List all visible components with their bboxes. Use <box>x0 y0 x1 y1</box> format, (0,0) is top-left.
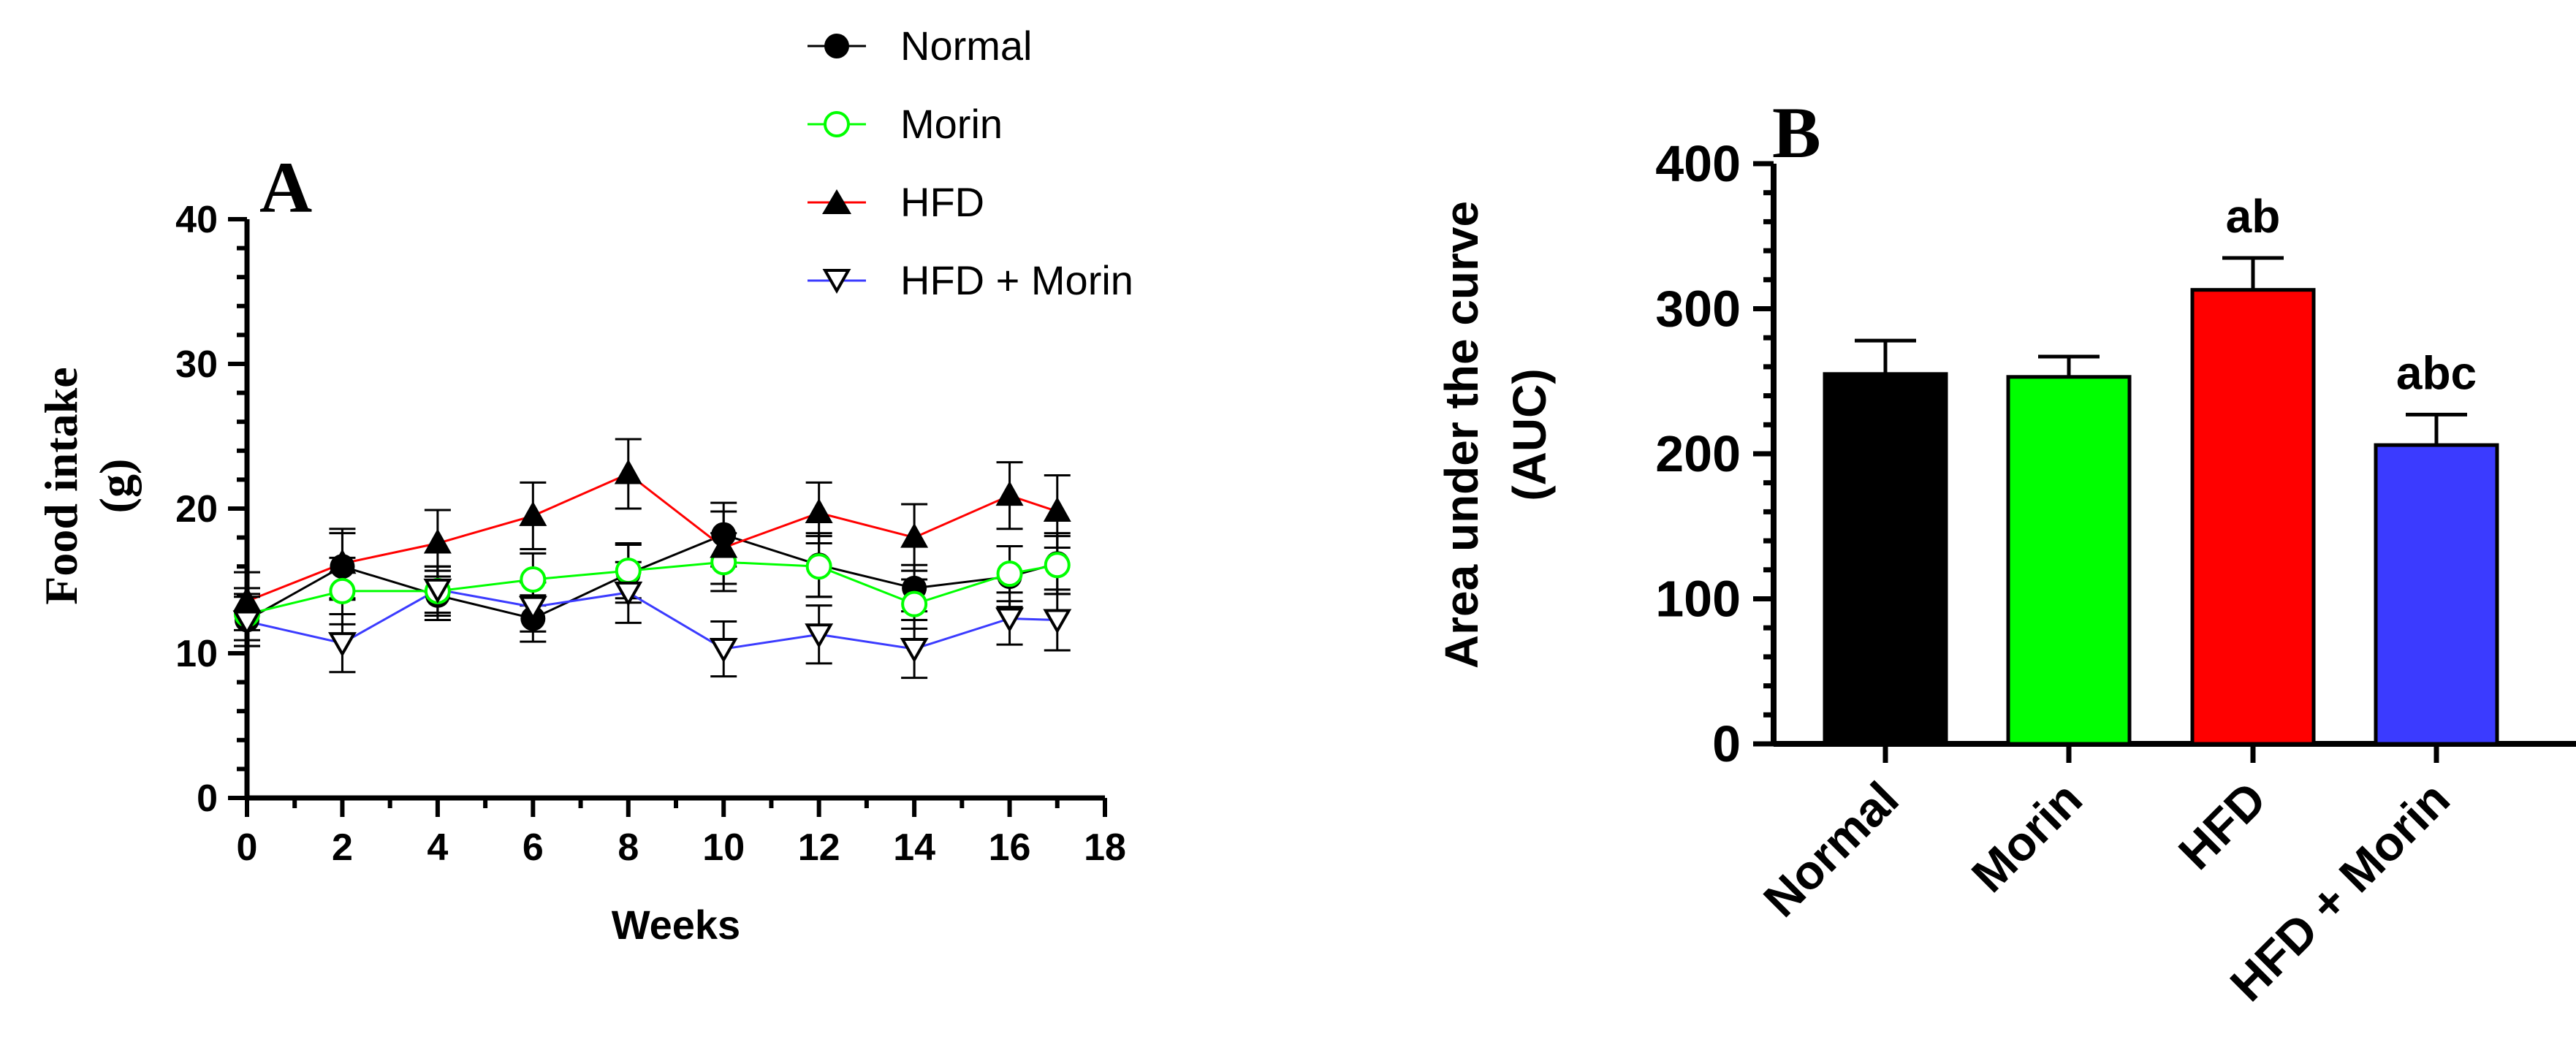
legend-label-normal: Normal <box>900 23 1032 69</box>
data-point-morin <box>901 590 928 617</box>
data-point-hfd <box>805 498 833 523</box>
data-point-morin <box>615 558 642 585</box>
data-point-hfd-morin <box>327 632 357 658</box>
x-tick-label: 10 <box>702 826 745 869</box>
y-axis-label-b-line-1: Area under the curve <box>1435 201 1488 669</box>
y-tick-label-b: 100 <box>1655 571 1741 628</box>
x-tick-label: 0 <box>237 826 258 869</box>
y-axis-label-line-1: Food intake <box>35 367 87 604</box>
y-tick-label-b: 400 <box>1655 135 1741 192</box>
data-point-hfd-morin <box>709 638 738 663</box>
legend-marker-morin <box>824 111 850 137</box>
y-tick-label-b: 300 <box>1655 281 1741 338</box>
series-a <box>232 438 1072 680</box>
data-point-hfd <box>900 522 929 548</box>
category-label-morin: Morin <box>1961 772 2092 902</box>
legend: Normal Morin HFD HFD + Morin <box>808 23 1133 303</box>
category-label-normal: Normal <box>1753 772 1909 927</box>
x-tick-label: 8 <box>618 826 639 869</box>
data-point-morin <box>996 560 1023 587</box>
series-line-morin <box>246 560 1058 615</box>
data-point-hfd <box>710 533 738 558</box>
data-point-morin <box>805 553 832 580</box>
data-point-hfd-morin <box>805 623 834 649</box>
data-point-hfd-morin <box>232 610 262 636</box>
x-tick-label: 14 <box>893 826 935 869</box>
bar-hfd-morin <box>2374 443 2499 746</box>
panel-label-b: B <box>1772 92 1821 173</box>
legend-item-normal: Normal <box>808 23 1032 69</box>
x-tick-label: 2 <box>332 826 353 869</box>
data-point-hfd-morin <box>423 578 452 604</box>
axes-a: 0 2 4 6 8 10 12 14 16 18 0 10 20 30 40 <box>175 199 1126 869</box>
series-line-hfd <box>246 472 1058 603</box>
data-point-hfd <box>233 586 261 612</box>
x-tick-label: 12 <box>798 826 840 869</box>
legend-label-morin: Morin <box>900 101 1003 147</box>
data-point-hfd-morin <box>995 607 1025 633</box>
y-tick-label-b: 200 <box>1655 425 1741 482</box>
data-point-hfd-morin <box>900 638 929 663</box>
y-tick-label-b: 0 <box>1712 715 1741 772</box>
food-intake-line-chart: A Food intake (g) Weeks 0 2 4 6 8 10 12 14 16 180… <box>35 23 1133 948</box>
data-point-hfd-morin <box>614 581 643 606</box>
data-point-morin <box>1044 552 1071 579</box>
y-tick-label: 10 <box>175 633 218 675</box>
series-line-hfd-morin <box>246 588 1057 650</box>
legend-marker-hfd-morin <box>822 269 851 294</box>
data-point-morin <box>329 577 356 604</box>
category-label-hfd: HFD <box>2168 772 2276 880</box>
data-point-hfd-morin <box>1043 609 1072 634</box>
legend-item-hfd: HFD <box>808 179 984 225</box>
bar-morin <box>2006 375 2132 746</box>
legend-item-hfd-morin: HFD + Morin <box>808 257 1133 303</box>
data-point-hfd <box>995 481 1024 506</box>
data-point-hfd <box>423 528 452 554</box>
legend-marker-hfd <box>822 189 851 214</box>
y-axis-label-b-line-2: (AUC) <box>1503 368 1556 501</box>
data-point-hfd <box>328 549 357 574</box>
y-tick-label: 20 <box>175 488 218 530</box>
y-tick-label: 30 <box>175 343 218 386</box>
legend-label-hfd: HFD <box>900 179 984 225</box>
bar-normal <box>1823 372 1948 746</box>
x-tick-label: 16 <box>989 826 1031 869</box>
x-tick-label: 6 <box>523 826 544 869</box>
significance-label-hfd: ab <box>2226 190 2281 243</box>
panel-label-a: A <box>259 147 312 228</box>
y-tick-label: 40 <box>175 199 218 241</box>
data-point-hfd <box>614 459 642 484</box>
legend-label-hfd-morin: HFD + Morin <box>900 257 1133 303</box>
x-tick-label: 18 <box>1084 826 1126 869</box>
x-axis-label: Weeks <box>612 902 740 948</box>
series-line-normal <box>246 533 1058 621</box>
x-tick-label: 4 <box>427 826 448 869</box>
data-point-hfd-morin <box>518 596 547 621</box>
significance-label-hfd-morin: abc <box>2396 346 2477 399</box>
data-point-hfd <box>1043 496 1071 522</box>
data-point-morin <box>520 566 547 593</box>
auc-bar-chart: B Area under the curve (AUC) 0 100 200 300 4… <box>1435 92 2576 1011</box>
data-point-hfd <box>519 501 547 526</box>
legend-item-morin: Morin <box>808 101 1003 147</box>
bar-hfd <box>2190 288 2316 746</box>
y-axis-label-line-2: (g) <box>90 459 142 514</box>
y-tick-label: 0 <box>197 777 218 820</box>
axes-b: 0 100 200 300 400 <box>1655 135 1774 772</box>
legend-marker-normal <box>824 34 849 58</box>
